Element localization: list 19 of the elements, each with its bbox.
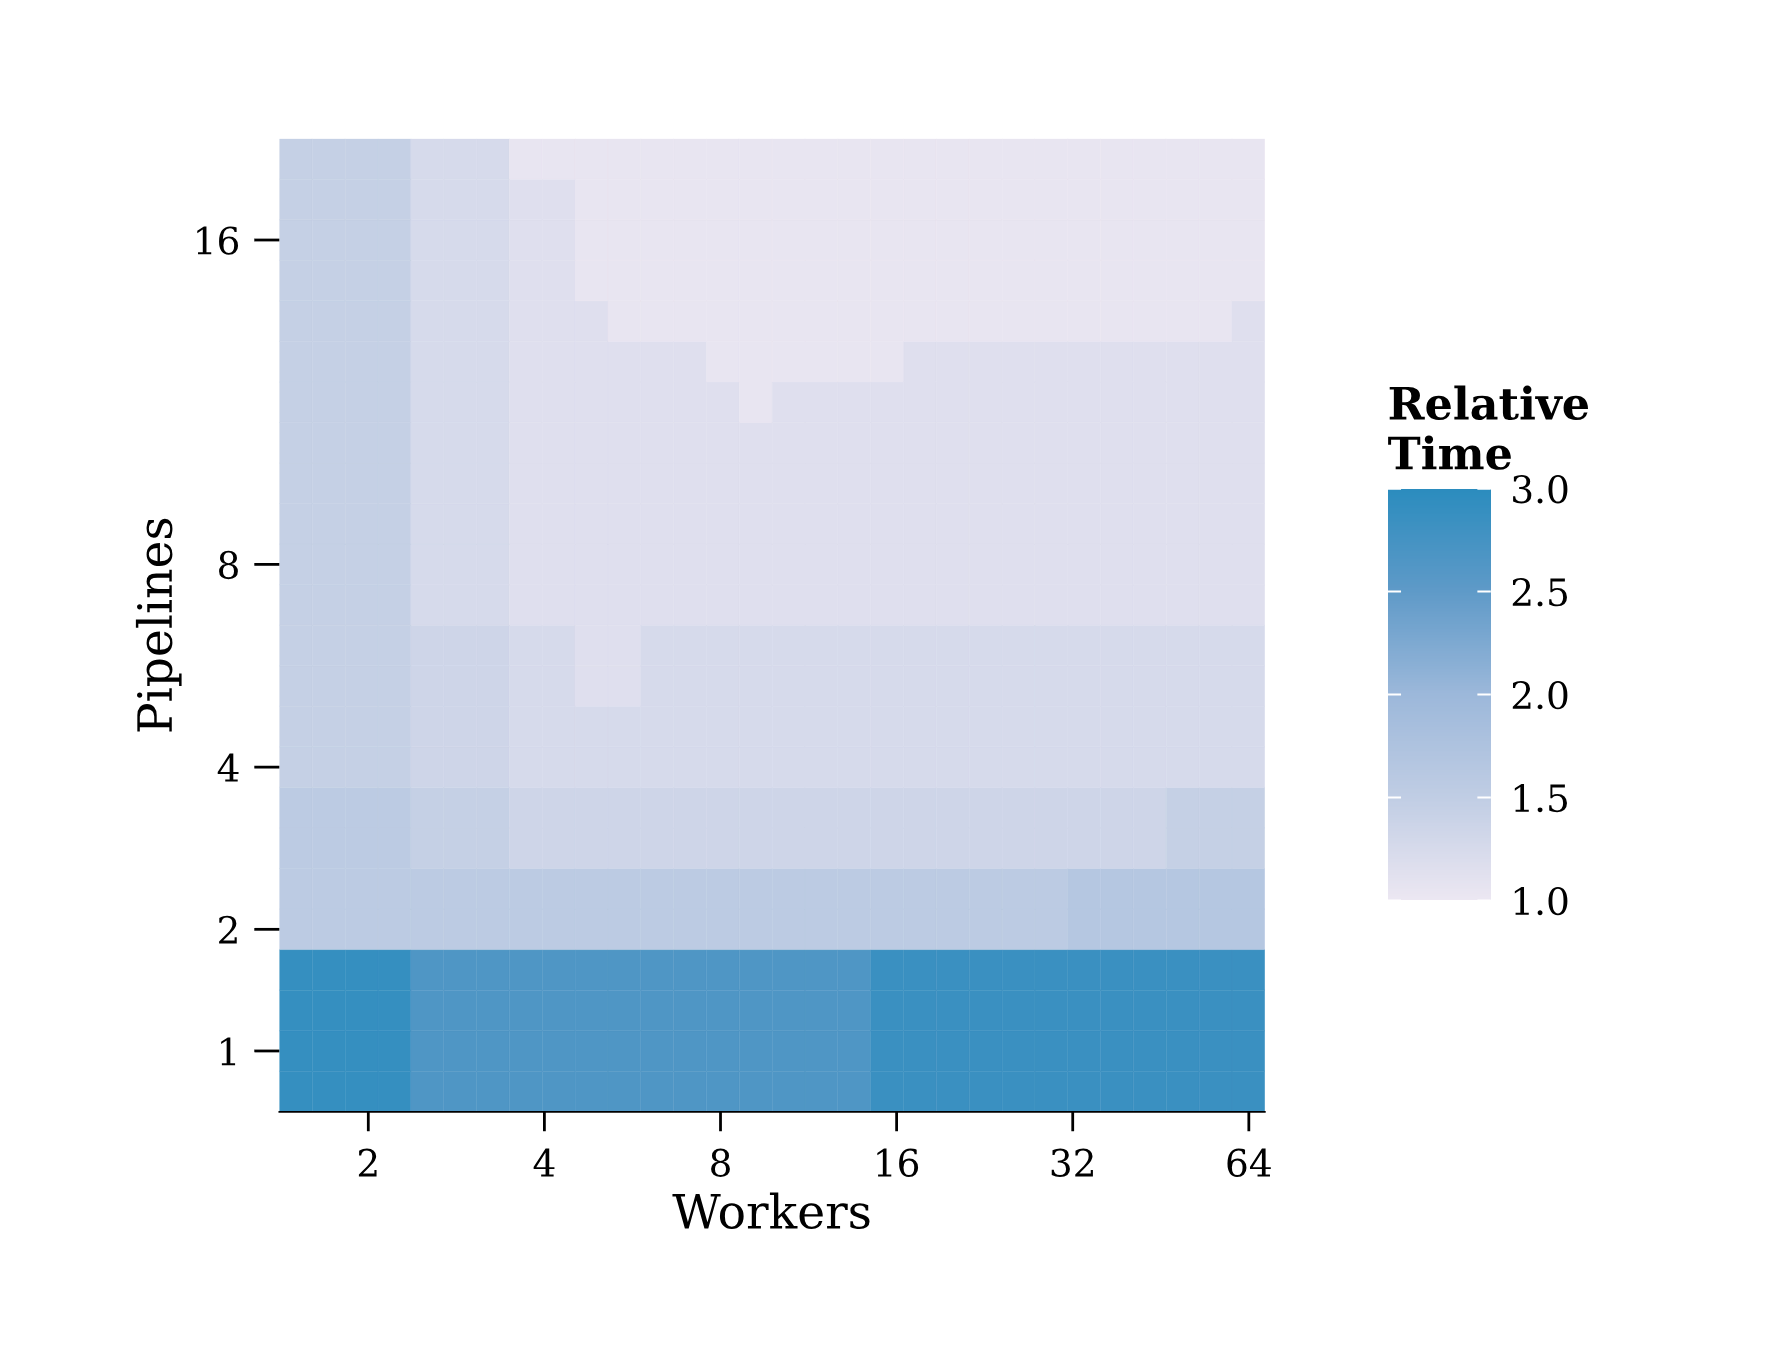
color-bar-label: 1.0 [1514,886,1568,916]
x-tick-label: 4 [533,1148,555,1177]
x-tick-label: 32 [1051,1148,1093,1177]
x-tick-label: 2 [358,1148,377,1177]
y-axis-title: Pipelines [135,518,182,732]
x-tick-label: 64 [1227,1148,1271,1177]
color-bar-title: Relative Time [1388,385,1589,470]
x-axis-title: Workers [672,1192,870,1230]
y-tick-label: 1 [221,1037,236,1066]
color-bar-label: 2.0 [1512,680,1568,710]
y-tick-label: 16 [197,226,239,255]
color-bar-label: 2.5 [1512,577,1567,607]
y-tick-label: 4 [217,753,239,782]
y-tick-label: 2 [219,915,237,944]
x-tick-label: 16 [877,1148,919,1177]
color-bar-label: 3.0 [1513,475,1568,504]
x-tick-label: 8 [711,1148,730,1177]
color-bar-label: 1.5 [1514,783,1567,813]
y-tick-label: 8 [219,550,238,580]
